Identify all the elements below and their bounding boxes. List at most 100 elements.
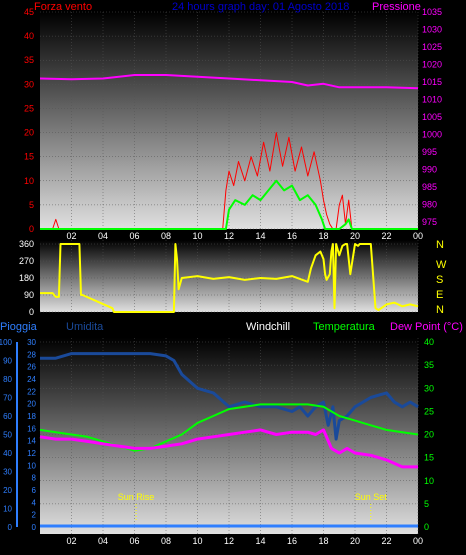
- x-tick-label: 18: [318, 231, 328, 241]
- humidity-tick-label: 30: [27, 338, 36, 347]
- x-tick-label: 20: [350, 536, 360, 546]
- pressure-tick-label: 1005: [422, 112, 442, 122]
- pressure-y-ticks: 975 980 985 990 995 1000 1005 1010 1015 1020 1025 1…: [422, 7, 442, 227]
- x-tick-label: 12: [224, 231, 234, 241]
- pressure-tick-label: 1025: [422, 42, 442, 52]
- direction-label-4: N: [436, 304, 444, 316]
- wind-line: [40, 132, 418, 230]
- temperature-tick-label: 40: [424, 337, 434, 347]
- humidity-tick-label: 22: [27, 387, 36, 396]
- dewpoint-axis-label: Dew Point (°C): [390, 321, 463, 333]
- rain-tick-label: 70: [3, 394, 12, 403]
- wind-tick-label: 30: [24, 79, 34, 89]
- direction-tick-label: 270: [19, 256, 34, 266]
- x-tick-label: 00: [413, 536, 423, 546]
- x-tick-label: 00: [413, 231, 423, 241]
- dewpoint-line: [39, 428, 418, 469]
- bottom-y-ticks: 0102030405060708090100024681012141618202…: [0, 337, 434, 532]
- pressure-tick-label: 1000: [422, 130, 442, 140]
- rain-tick-label: 50: [3, 431, 12, 440]
- direction-label-2: S: [436, 274, 443, 286]
- rain-tick-label: 20: [3, 486, 12, 495]
- temperature-tick-label: 15: [424, 453, 434, 463]
- humidity-tick-label: 18: [27, 412, 36, 421]
- humidity-tick-label: 24: [27, 375, 36, 384]
- direction-label-0: N: [436, 239, 444, 251]
- x-tick-label: 10: [192, 231, 202, 241]
- pressure-tick-label: 1030: [422, 25, 442, 35]
- temperature-tick-label: 30: [424, 383, 434, 393]
- wind-gust-line: [40, 179, 418, 230]
- rain-tick-label: 30: [3, 468, 12, 477]
- x-tick-label: 16: [287, 231, 297, 241]
- direction-series-group: [40, 243, 419, 313]
- pressure-tick-label: 985: [422, 182, 437, 192]
- rain-tick-label: 40: [3, 449, 12, 458]
- x-tick-label: 04: [98, 231, 108, 241]
- wind-x-ticks: 02 04 06 08 10 12 14 16 18 20 22 00: [66, 12, 423, 241]
- humidity-tick-label: 20: [27, 400, 36, 409]
- pressure-tick-label: 1015: [422, 77, 442, 87]
- wind-tick-label: 10: [24, 176, 34, 186]
- sunset-label: Sun Set: [355, 492, 388, 502]
- sun-annotations: Sun Rise Sun Set: [118, 492, 387, 522]
- humidity-tick-label: 16: [27, 424, 36, 433]
- humidity-tick-label: 2: [32, 511, 37, 520]
- temperature-series-group: [39, 352, 419, 528]
- humidity-tick-label: 26: [27, 363, 36, 372]
- pressure-line: [39, 74, 419, 90]
- temperature-x-ticks: 02 04 06 08 10 12 14 16 18 20 22 00: [66, 338, 423, 546]
- wind-tick-label: 45: [24, 7, 34, 17]
- rain-tick-label: 90: [3, 357, 12, 366]
- humidity-tick-label: 0: [32, 523, 37, 532]
- x-tick-label: 06: [129, 231, 139, 241]
- temperature-tick-label: 35: [424, 360, 434, 370]
- x-tick-label: 14: [255, 231, 265, 241]
- wind-tick-label: 5: [29, 200, 34, 210]
- x-tick-label: 14: [255, 536, 265, 546]
- x-tick-label: 12: [224, 536, 234, 546]
- humidity-tick-label: 10: [27, 461, 36, 470]
- wind-series-group: [39, 74, 419, 230]
- humidity-axis-label: Umidita: [66, 321, 104, 333]
- x-tick-label: 18: [318, 536, 328, 546]
- rain-tick-label: 60: [3, 412, 12, 421]
- wind-tick-label: 25: [24, 103, 34, 113]
- x-tick-label: 06: [129, 536, 139, 546]
- x-tick-label: 08: [161, 231, 171, 241]
- x-tick-label: 08: [161, 536, 171, 546]
- humidity-line: [40, 352, 419, 441]
- wind-y-ticks: 0 5 10 15 20 25 30 35 40 45: [24, 7, 34, 234]
- pressure-tick-label: 980: [422, 200, 437, 210]
- pressure-tick-label: 975: [422, 217, 437, 227]
- wind-tick-label: 0: [29, 224, 34, 234]
- x-tick-label: 22: [381, 536, 391, 546]
- wind-tick-label: 20: [24, 128, 34, 138]
- direction-label-1: W: [436, 259, 447, 271]
- humidity-tick-label: 28: [27, 350, 36, 359]
- x-tick-label: 04: [98, 536, 108, 546]
- wind-tick-label: 40: [24, 31, 34, 41]
- x-tick-label: 02: [66, 231, 76, 241]
- humidity-tick-label: 8: [32, 474, 37, 483]
- pressure-tick-label: 1035: [422, 7, 442, 17]
- pressure-axis-label: Pressione: [372, 1, 421, 13]
- direction-tick-label: 90: [24, 290, 34, 300]
- pressure-tick-label: 995: [422, 147, 437, 157]
- chart-title: 24 hours graph day: 01 Agosto 2018: [172, 1, 349, 13]
- wind-axis-label: Forza vento: [34, 1, 92, 13]
- temperature-tick-label: 5: [424, 499, 429, 509]
- sunrise-label: Sun Rise: [118, 492, 155, 502]
- x-tick-label: 02: [66, 536, 76, 546]
- pressure-tick-label: 1020: [422, 60, 442, 70]
- wind-tick-label: 35: [24, 55, 34, 65]
- direction-tick-label: 360: [19, 239, 34, 249]
- x-tick-label: 16: [287, 536, 297, 546]
- humidity-tick-label: 6: [32, 486, 37, 495]
- temperature-tick-label: 20: [424, 430, 434, 440]
- humidity-tick-label: 12: [27, 449, 36, 458]
- pressure-tick-label: 990: [422, 165, 437, 175]
- direction-tick-label: 0: [29, 307, 34, 317]
- temperature-axis-label: Temperatura: [313, 321, 376, 333]
